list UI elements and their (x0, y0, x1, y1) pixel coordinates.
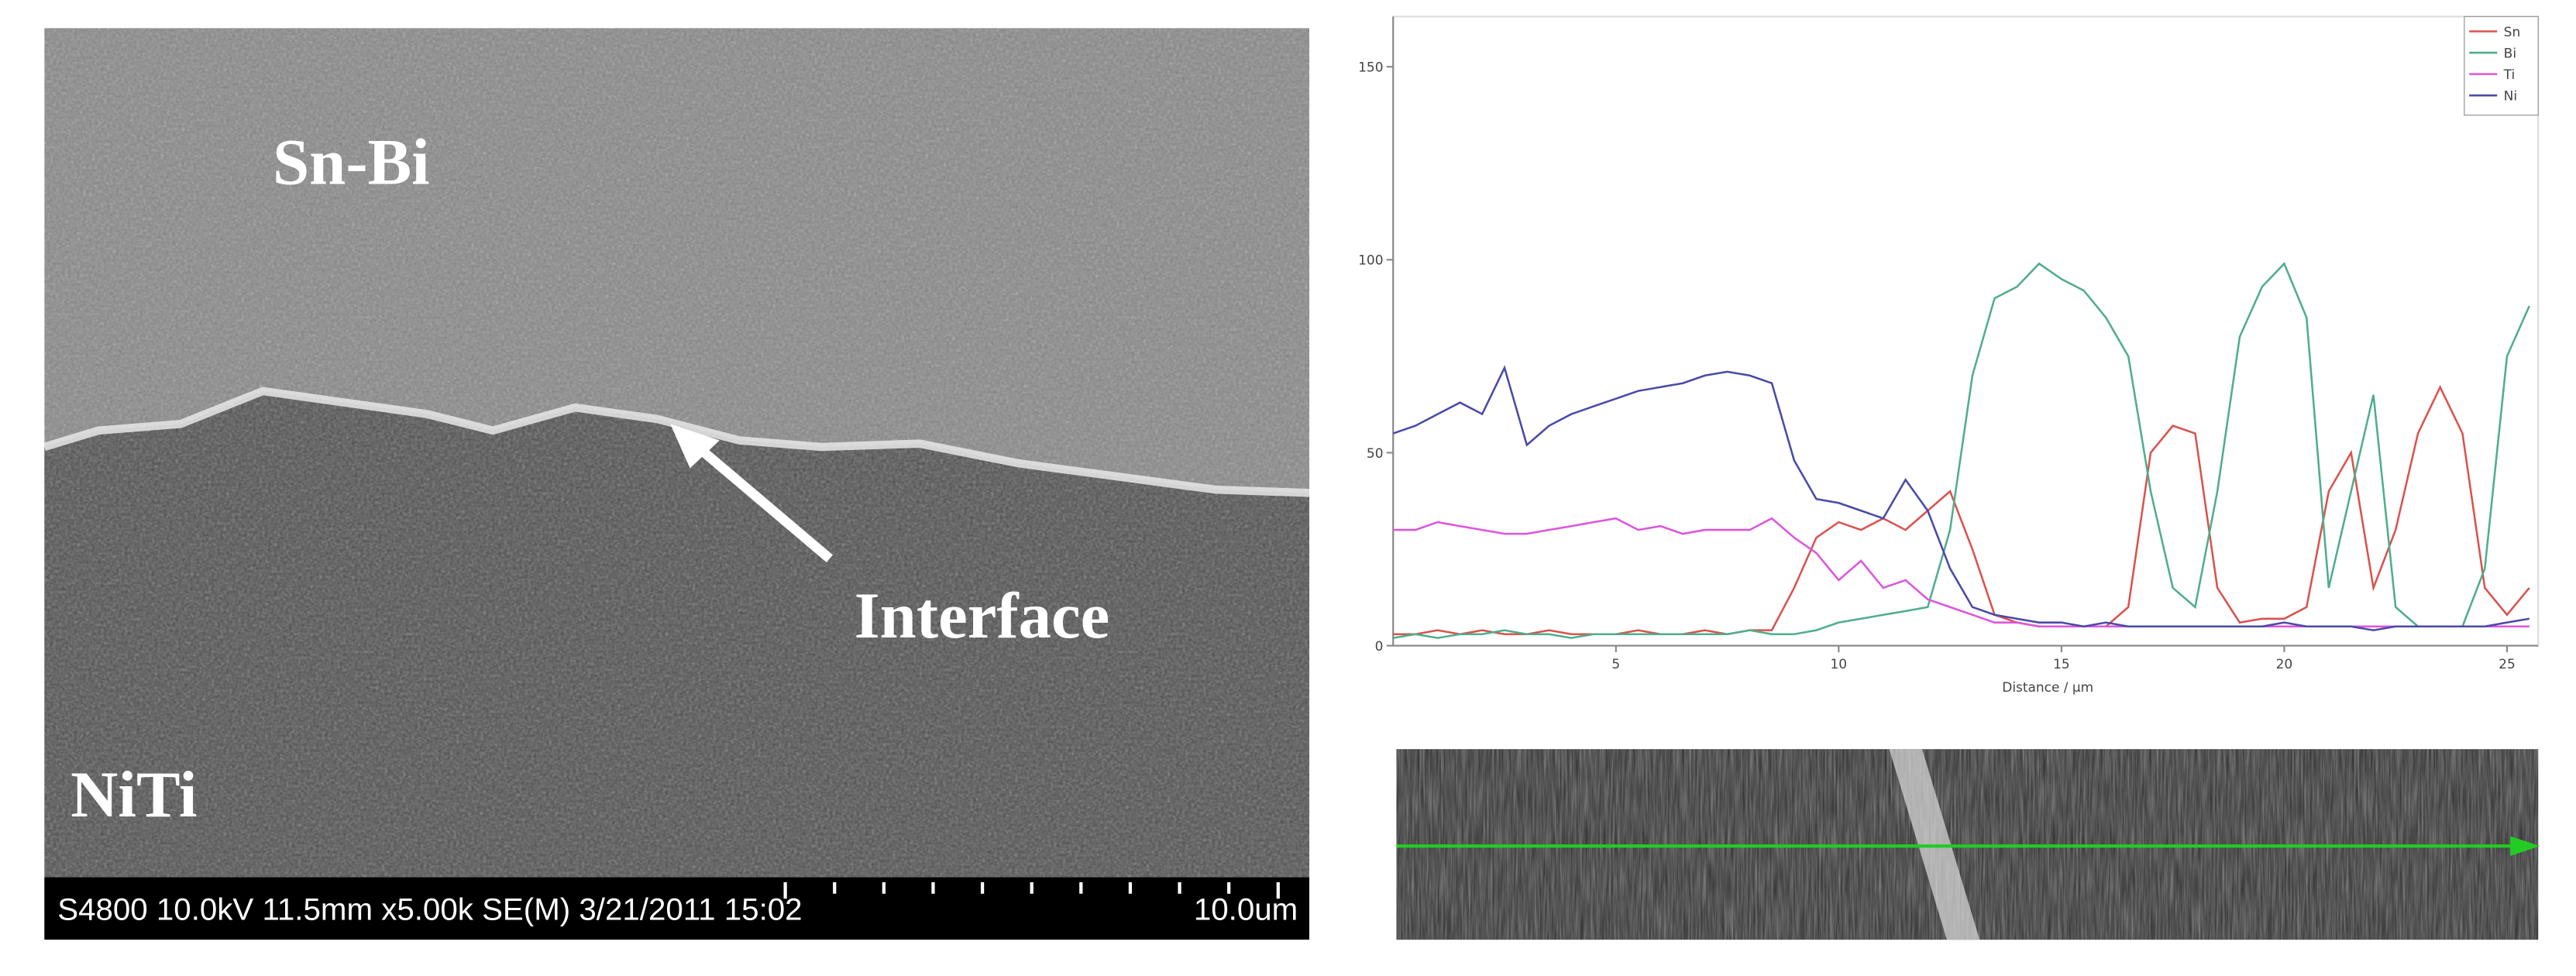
x-tick-label: 5 (1611, 656, 1620, 672)
y-tick-label: 100 (1358, 253, 1383, 268)
arrow-shaft (686, 436, 833, 563)
series-line (1393, 517, 2530, 628)
legend-label: Bi (2504, 45, 2516, 60)
legend-label: Ni (2504, 88, 2517, 104)
sem-footer-scale: 10.0um (1194, 892, 1298, 927)
sem-label: NiTi (71, 758, 197, 831)
sem-footer-bar (44, 877, 1310, 940)
scan-image (1396, 749, 2540, 940)
x-tick-label: 25 (2499, 656, 2516, 672)
legend-box (2464, 15, 2539, 116)
sem-footer-info: S4800 10.0kV 11.5mm x5.00k SE(M) 3/21/20… (57, 892, 802, 927)
series-line (1393, 384, 2530, 636)
scan-line-arrow (2510, 836, 2540, 856)
x-tick-label: 10 (1831, 656, 1848, 672)
legend-label: Ti (2503, 67, 2516, 82)
scale-bar-ticks (783, 881, 1280, 899)
legend-label: Sn (2504, 24, 2521, 40)
series-line (1392, 365, 2530, 631)
x-tick-label: 20 (2276, 656, 2293, 672)
sem-image (44, 28, 1310, 940)
sem-label: Sn-Bi (273, 126, 430, 199)
y-tick-label: 50 (1367, 445, 1384, 461)
y-tick-label: 0 (1375, 638, 1384, 654)
x-axis-label: Distance / µm (2002, 679, 2093, 695)
x-tick-label: 15 (2053, 656, 2070, 672)
series-line (1393, 262, 2530, 639)
sem-texture (44, 28, 1310, 940)
y-tick-label: 150 (1358, 60, 1383, 75)
sem-label: Interface (855, 579, 1110, 652)
interface-line (44, 387, 1310, 497)
arrow-head (670, 424, 720, 469)
